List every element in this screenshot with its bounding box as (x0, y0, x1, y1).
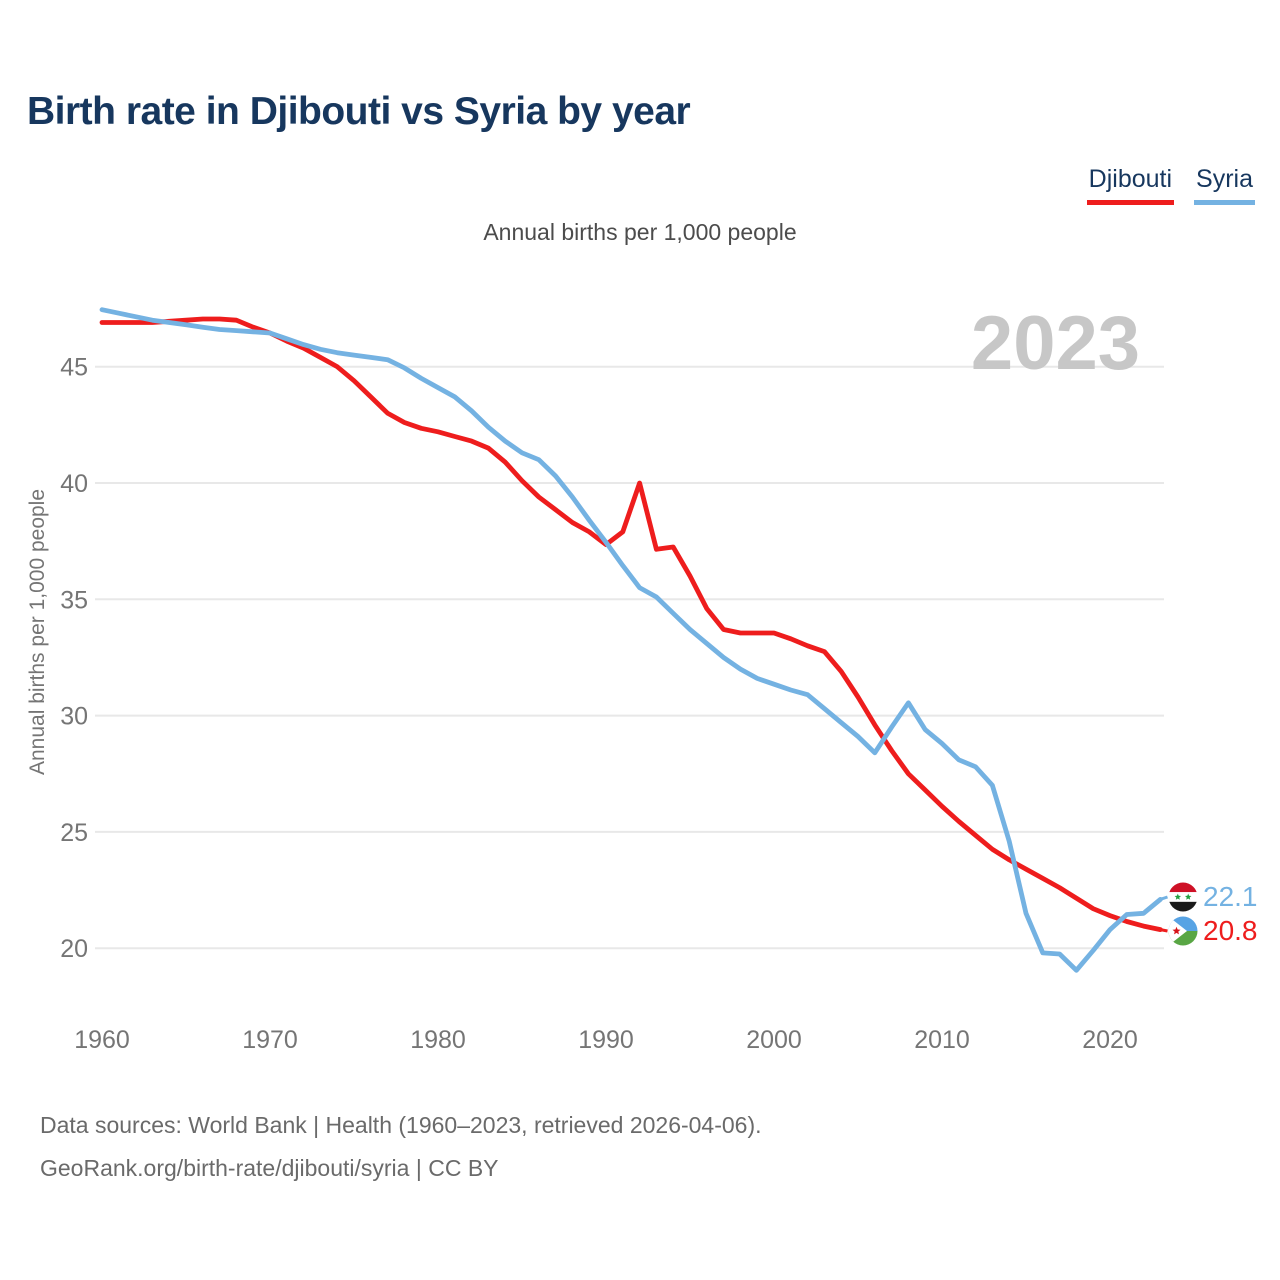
series-line-syria (99, 307, 1163, 973)
footer-attribution-line: GeoRank.org/birth-rate/djibouti/syria | … (40, 1155, 499, 1181)
legend-item-syria[interactable]: Syria (1194, 165, 1255, 205)
y-tick-label-35: 35 (60, 586, 88, 614)
y-tick-label-30: 30 (60, 703, 88, 731)
djibouti-end-value: 20.8 (1203, 915, 1258, 946)
djibouti-flag (1168, 916, 1198, 946)
chart-subtitle: Annual births per 1,000 people (483, 219, 797, 245)
y-tick-label-20: 20 (60, 935, 88, 963)
x-tick-label-2020: 2020 (1082, 1026, 1138, 1054)
y-tick-label-40: 40 (60, 470, 88, 498)
page-title: Birth rate in Djibouti vs Syria by year (27, 90, 691, 133)
x-tick-label-1980: 1980 (410, 1026, 466, 1054)
x-tick-label-1970: 1970 (242, 1026, 298, 1054)
y-tick-label-45: 45 (60, 354, 88, 382)
y-tick-label-25: 25 (60, 819, 88, 847)
chart-footer: Data sources: World Bank | Health (1960–… (40, 1104, 762, 1190)
footer-sources-line: Data sources: World Bank | Health (1960–… (40, 1112, 762, 1138)
syria-end-connector (1159, 895, 1168, 901)
legend: Djibouti Syria (1086, 165, 1255, 205)
x-tick-label-2010: 2010 (914, 1026, 970, 1054)
x-tick-label-2000: 2000 (746, 1026, 802, 1054)
legend-item-djibouti[interactable]: Djibouti (1086, 165, 1175, 205)
series-line-djibouti (99, 316, 1163, 932)
x-tick-label-1990: 1990 (578, 1026, 634, 1054)
djibouti-end-connector (1160, 928, 1168, 933)
watermark-year: 2023 (971, 301, 1140, 386)
syria-flag (1168, 882, 1198, 912)
syria-end-value: 22.1 (1203, 881, 1258, 912)
y-axis-label: Annual births per 1,000 people (26, 489, 49, 775)
x-tick-label-1960: 1960 (74, 1026, 130, 1054)
